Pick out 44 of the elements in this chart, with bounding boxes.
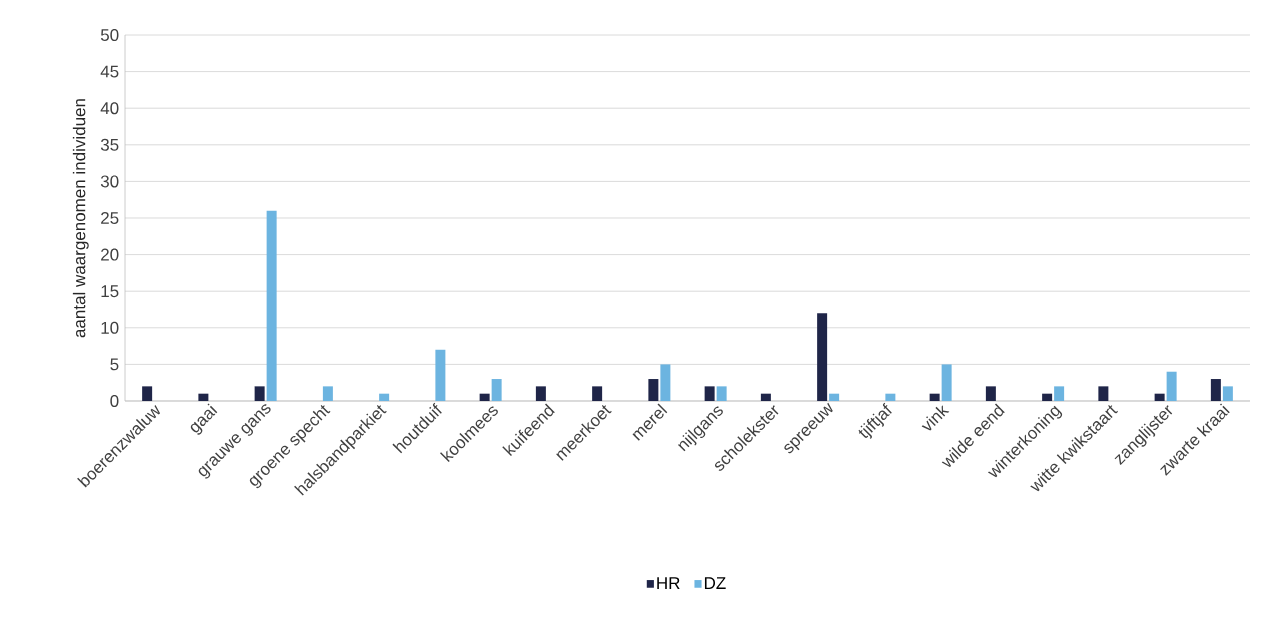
x-tick-label: vink xyxy=(921,405,950,431)
bar xyxy=(929,393,940,401)
y-tick-label: 10 xyxy=(101,321,119,334)
bar xyxy=(1054,386,1065,401)
bar xyxy=(660,364,671,401)
bar xyxy=(198,393,209,401)
bar xyxy=(142,386,153,401)
bar xyxy=(985,386,996,401)
bar xyxy=(435,349,446,401)
bar xyxy=(885,393,896,401)
y-tick-label: 50 xyxy=(100,28,119,42)
bar xyxy=(479,393,490,401)
legend-label: DZ xyxy=(704,577,726,589)
y-tick-label: 35 xyxy=(100,138,119,151)
bar xyxy=(322,386,333,401)
bar xyxy=(829,393,840,401)
y-tick-label: 20 xyxy=(101,248,119,261)
bar xyxy=(266,210,277,401)
bar xyxy=(379,393,390,401)
y-tick-label: 30 xyxy=(100,175,119,188)
bar xyxy=(592,386,603,401)
y-tick-label: 5 xyxy=(110,358,119,371)
bar xyxy=(1210,379,1221,401)
bar xyxy=(716,386,727,401)
bar xyxy=(1222,386,1233,401)
bar xyxy=(1154,393,1165,401)
bar xyxy=(254,386,265,401)
bar xyxy=(760,393,771,401)
y-tick-label: 40 xyxy=(100,102,119,115)
y-tick-label: 15 xyxy=(101,285,119,298)
y-axis-title: aantal waargenomen individuen xyxy=(72,99,89,338)
bar xyxy=(535,386,546,401)
bar xyxy=(491,379,502,401)
legend-label: HR xyxy=(657,577,680,589)
bar xyxy=(704,386,715,401)
y-tick-label: 45 xyxy=(100,65,119,78)
y-tick-label: 25 xyxy=(101,211,119,225)
bar xyxy=(817,313,828,401)
bar xyxy=(941,364,952,401)
bar xyxy=(1098,386,1109,401)
bar xyxy=(1042,393,1053,401)
bar xyxy=(648,379,659,401)
y-tick-label: 0 xyxy=(110,394,119,408)
bar xyxy=(1166,371,1177,401)
